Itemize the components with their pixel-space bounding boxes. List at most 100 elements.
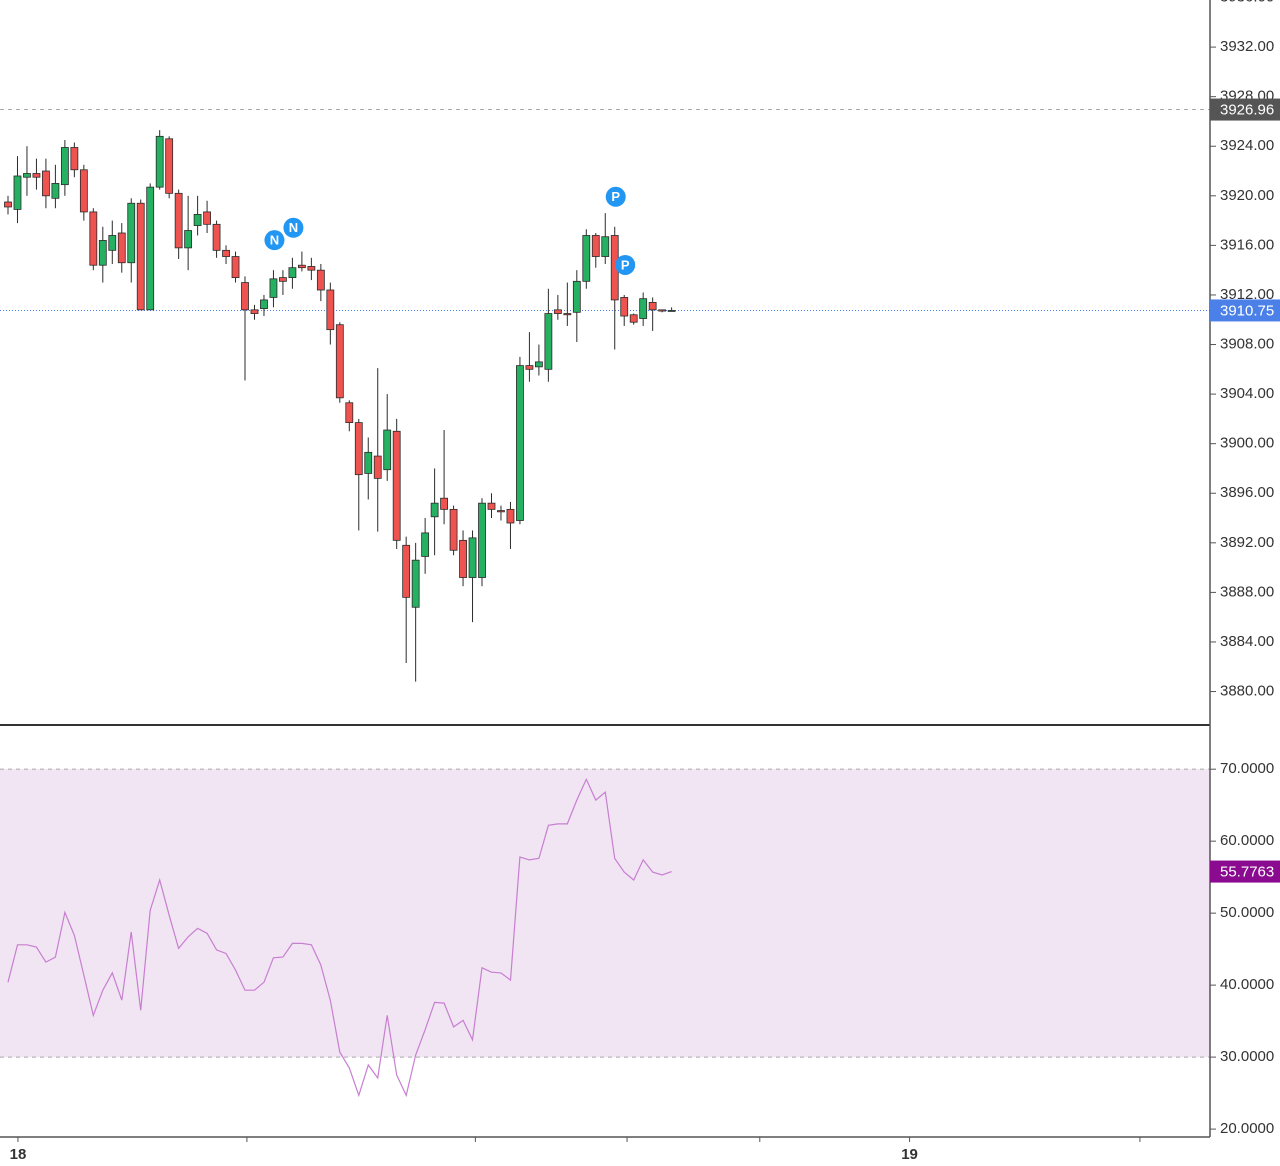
candle-body [307, 266, 316, 271]
candle-body [411, 559, 420, 608]
candle-body [13, 175, 22, 210]
y-tick-label: 3932.00 [1220, 38, 1274, 55]
candle-body [534, 361, 543, 368]
signal-marker-label: P [611, 189, 620, 204]
candle-body [572, 280, 581, 313]
candle-body [383, 429, 392, 471]
candle-body [117, 232, 126, 264]
candle-body [326, 289, 335, 331]
candle-body [32, 173, 41, 178]
y-tick-label: 3892.00 [1220, 534, 1274, 551]
candle-body [516, 365, 524, 521]
y-tick-label: 3916.00 [1220, 236, 1274, 253]
last-value-label: 55.7763 [1220, 864, 1274, 881]
last-price-label: 3910.75 [1220, 302, 1274, 319]
candle-body [222, 249, 230, 257]
candle-body [297, 264, 306, 269]
candle-body [459, 539, 467, 578]
candle-body [525, 365, 534, 370]
candle-body [553, 309, 562, 314]
candle-body [335, 324, 344, 399]
candle-body [212, 223, 221, 251]
plot-layer: NN P P [0, 109, 1210, 1098]
candle-body [506, 508, 515, 524]
candle-body [582, 235, 591, 282]
candle-body [345, 402, 354, 424]
candle-body [648, 301, 657, 311]
candle-body [60, 147, 69, 186]
candle-body [364, 451, 373, 474]
reference-value-label: 3926.96 [1220, 102, 1274, 119]
candle-body [563, 313, 572, 316]
candle-body [136, 202, 145, 311]
candle-body [288, 267, 297, 279]
candle-body [51, 183, 60, 199]
y-tick-label: 3908.00 [1220, 335, 1274, 352]
candle-body [155, 135, 164, 188]
y-tick-label: 70.0000 [1220, 760, 1274, 777]
candle-body [127, 202, 136, 264]
candle-body [203, 211, 211, 225]
candle-body [146, 186, 155, 311]
x-tick-label: 19 [901, 1146, 918, 1163]
candle-body [478, 502, 486, 578]
signal-marker [605, 186, 626, 207]
reference-value-box [1210, 98, 1280, 121]
candle-body [279, 277, 287, 282]
candle-body [402, 544, 411, 598]
y-tick-label: 3920.00 [1220, 187, 1274, 204]
candle-body [544, 313, 553, 370]
y-tick-label: 3904.00 [1220, 385, 1274, 402]
signal-marker-label: N [270, 233, 279, 248]
y-tick-label: 3880.00 [1220, 683, 1274, 700]
candle-body [4, 201, 12, 208]
y-tick-label: 3896.00 [1220, 484, 1274, 501]
candle-body [667, 310, 676, 312]
candle-body [639, 298, 648, 319]
candle-body [487, 502, 496, 510]
candle-body [260, 299, 268, 309]
candle-body [165, 138, 174, 194]
candle-body [449, 508, 458, 551]
y-tick-label: 60.0000 [1220, 832, 1274, 849]
candle-body [193, 214, 202, 226]
rsi-band [0, 769, 1210, 1058]
candle-body [98, 240, 107, 266]
candle-body [440, 497, 448, 510]
y-tick-label: 20.0000 [1220, 1120, 1274, 1137]
last-price-box [1210, 299, 1280, 322]
y-tick-label: 40.0000 [1220, 976, 1274, 993]
candle-body [108, 235, 117, 251]
candle-body [373, 455, 382, 479]
candle-body [70, 147, 79, 171]
signal-marker [283, 217, 304, 238]
signal-marker [615, 254, 636, 275]
candle-body [79, 169, 88, 213]
candle-body [497, 510, 505, 513]
candle-body [601, 236, 610, 257]
candle-body [89, 211, 98, 266]
candle-body [354, 422, 363, 476]
candle-body [42, 170, 50, 197]
candle-body [430, 502, 439, 518]
candle-body [184, 230, 193, 249]
candle-body [241, 282, 249, 311]
y-tick-label: 3936.00 [1220, 0, 1274, 5]
candle-body [658, 309, 667, 312]
candle-body [620, 297, 629, 317]
y-tick-label: 3912.00 [1220, 286, 1274, 303]
signal-marker-label: N [289, 220, 298, 235]
candle-body [174, 192, 183, 249]
last-value-box [1210, 860, 1280, 883]
y-tick-label: 30.0000 [1220, 1048, 1274, 1065]
y-tick-label: 3900.00 [1220, 435, 1274, 452]
candle-body [269, 278, 278, 298]
y-tick-label: 3888.00 [1220, 583, 1274, 600]
y-tick-label: 3924.00 [1220, 137, 1274, 154]
candle-body [468, 537, 477, 578]
candle-body [629, 314, 638, 323]
signal-marker-label: P [621, 257, 630, 272]
candle-body [250, 309, 259, 314]
